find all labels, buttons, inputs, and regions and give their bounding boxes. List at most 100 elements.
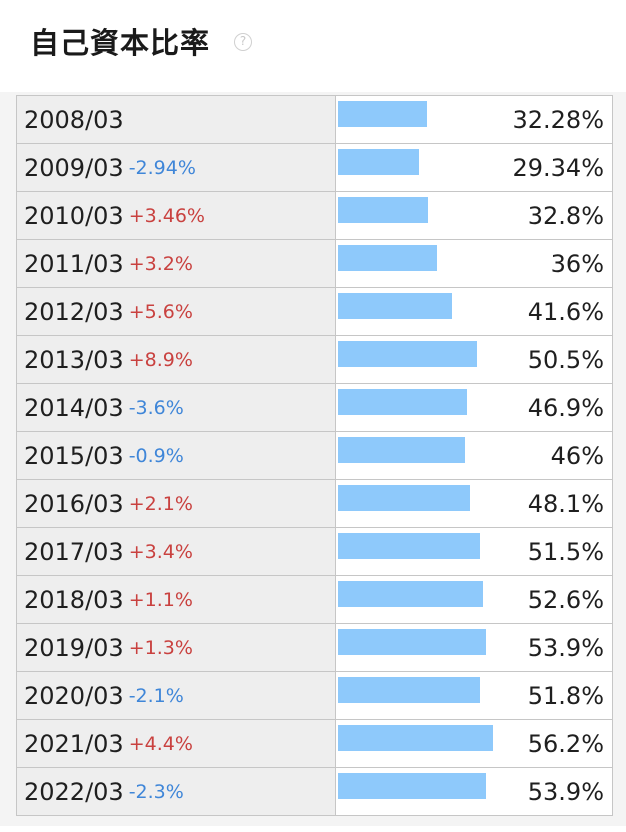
- year-cell: 2019/03 +1.3%: [17, 624, 336, 671]
- bar: [338, 485, 471, 511]
- table-row: 2018/03 +1.1% 52.6%: [17, 575, 612, 623]
- year-cell: 2020/03 -2.1%: [17, 672, 336, 719]
- bar: [338, 149, 419, 175]
- year-label: 2022/03: [24, 777, 124, 806]
- bar-cell: 48.1%: [336, 480, 612, 527]
- year-label: 2019/03: [24, 633, 124, 662]
- year-cell: 2013/03 +8.9%: [17, 336, 336, 383]
- table-row: 2011/03 +3.2% 36%: [17, 239, 612, 287]
- change-label: +1.3%: [128, 636, 193, 659]
- bar-cell: 53.9%: [336, 624, 612, 671]
- table-row: 2010/03 +3.46% 32.8%: [17, 191, 612, 239]
- value-label: 36%: [550, 249, 604, 278]
- value-label: 56.2%: [527, 729, 604, 758]
- year-cell: 2008/03: [17, 96, 336, 143]
- year-cell: 2016/03 +2.1%: [17, 480, 336, 527]
- table-row: 2020/03 -2.1% 51.8%: [17, 671, 612, 719]
- bar-cell: 53.9%: [336, 768, 612, 815]
- bar: [338, 293, 453, 319]
- year-label: 2011/03: [24, 249, 124, 278]
- year-label: 2018/03: [24, 585, 124, 614]
- change-label: +4.4%: [128, 732, 193, 755]
- year-cell: 2018/03 +1.1%: [17, 576, 336, 623]
- year-label: 2010/03: [24, 201, 124, 230]
- table-row: 2021/03 +4.4% 56.2%: [17, 719, 612, 767]
- value-label: 51.8%: [527, 681, 604, 710]
- bar-cell: 41.6%: [336, 288, 612, 335]
- table-row: 2009/03 -2.94% 29.34%: [17, 143, 612, 191]
- value-label: 51.5%: [527, 537, 604, 566]
- page-title: 自己資本比率: [30, 26, 211, 60]
- value-label: 32.8%: [527, 201, 604, 230]
- table-row: 2022/03 -2.3% 53.9%: [17, 767, 612, 815]
- year-cell: 2022/03 -2.3%: [17, 768, 336, 815]
- header: 自己資本比率 ?: [0, 0, 626, 92]
- year-label: 2020/03: [24, 681, 124, 710]
- year-cell: 2017/03 +3.4%: [17, 528, 336, 575]
- year-label: 2014/03: [24, 393, 124, 422]
- bar: [338, 101, 427, 127]
- value-label: 46%: [550, 441, 604, 470]
- change-label: -0.9%: [128, 444, 184, 467]
- year-cell: 2011/03 +3.2%: [17, 240, 336, 287]
- bar: [338, 341, 477, 367]
- value-label: 50.5%: [527, 345, 604, 374]
- bar: [338, 437, 465, 463]
- value-label: 52.6%: [527, 585, 604, 614]
- value-label: 29.34%: [512, 153, 604, 182]
- table-row: 2017/03 +3.4% 51.5%: [17, 527, 612, 575]
- change-label: +1.1%: [128, 588, 193, 611]
- year-cell: 2009/03 -2.94%: [17, 144, 336, 191]
- help-icon[interactable]: ?: [234, 33, 252, 51]
- change-label: +3.46%: [128, 204, 205, 227]
- bar: [338, 245, 437, 271]
- bar-cell: 46%: [336, 432, 612, 479]
- year-label: 2017/03: [24, 537, 124, 566]
- bar: [338, 773, 487, 799]
- year-cell: 2012/03 +5.6%: [17, 288, 336, 335]
- change-label: +2.1%: [128, 492, 193, 515]
- value-label: 41.6%: [527, 297, 604, 326]
- table-row: 2016/03 +2.1% 48.1%: [17, 479, 612, 527]
- bottom-band: [0, 826, 626, 832]
- table-row: 2014/03 -3.6% 46.9%: [17, 383, 612, 431]
- bar-cell: 32.8%: [336, 192, 612, 239]
- year-label: 2009/03: [24, 153, 124, 182]
- year-label: 2015/03: [24, 441, 124, 470]
- change-label: -2.1%: [128, 684, 184, 707]
- year-cell: 2010/03 +3.46%: [17, 192, 336, 239]
- value-label: 32.28%: [512, 105, 604, 134]
- year-label: 2021/03: [24, 729, 124, 758]
- value-label: 53.9%: [527, 777, 604, 806]
- change-label: +8.9%: [128, 348, 193, 371]
- year-cell: 2015/03 -0.9%: [17, 432, 336, 479]
- bar-cell: 50.5%: [336, 336, 612, 383]
- bar: [338, 533, 480, 559]
- change-label: -2.3%: [128, 780, 184, 803]
- year-label: 2016/03: [24, 489, 124, 518]
- year-label: 2013/03: [24, 345, 124, 374]
- value-label: 46.9%: [527, 393, 604, 422]
- bar-cell: 51.5%: [336, 528, 612, 575]
- equity-ratio-table: 2008/03 32.28% 2009/03 -2.94% 29.34% 2010/03 +…: [16, 95, 613, 816]
- value-label: 48.1%: [527, 489, 604, 518]
- bar: [338, 677, 481, 703]
- bar: [338, 725, 493, 751]
- value-label: 53.9%: [527, 633, 604, 662]
- table-row: 2015/03 -0.9% 46%: [17, 431, 612, 479]
- bar-cell: 36%: [336, 240, 612, 287]
- change-label: -2.94%: [128, 156, 196, 179]
- table-row: 2013/03 +8.9% 50.5%: [17, 335, 612, 383]
- year-label: 2008/03: [24, 105, 124, 134]
- bar: [338, 197, 429, 223]
- bar: [338, 581, 483, 607]
- year-cell: 2014/03 -3.6%: [17, 384, 336, 431]
- change-label: +5.6%: [128, 300, 193, 323]
- bar-cell: 46.9%: [336, 384, 612, 431]
- bar-cell: 56.2%: [336, 720, 612, 767]
- change-label: -3.6%: [128, 396, 184, 419]
- bar-cell: 51.8%: [336, 672, 612, 719]
- change-label: +3.4%: [128, 540, 193, 563]
- bar-cell: 52.6%: [336, 576, 612, 623]
- change-label: +3.2%: [128, 252, 193, 275]
